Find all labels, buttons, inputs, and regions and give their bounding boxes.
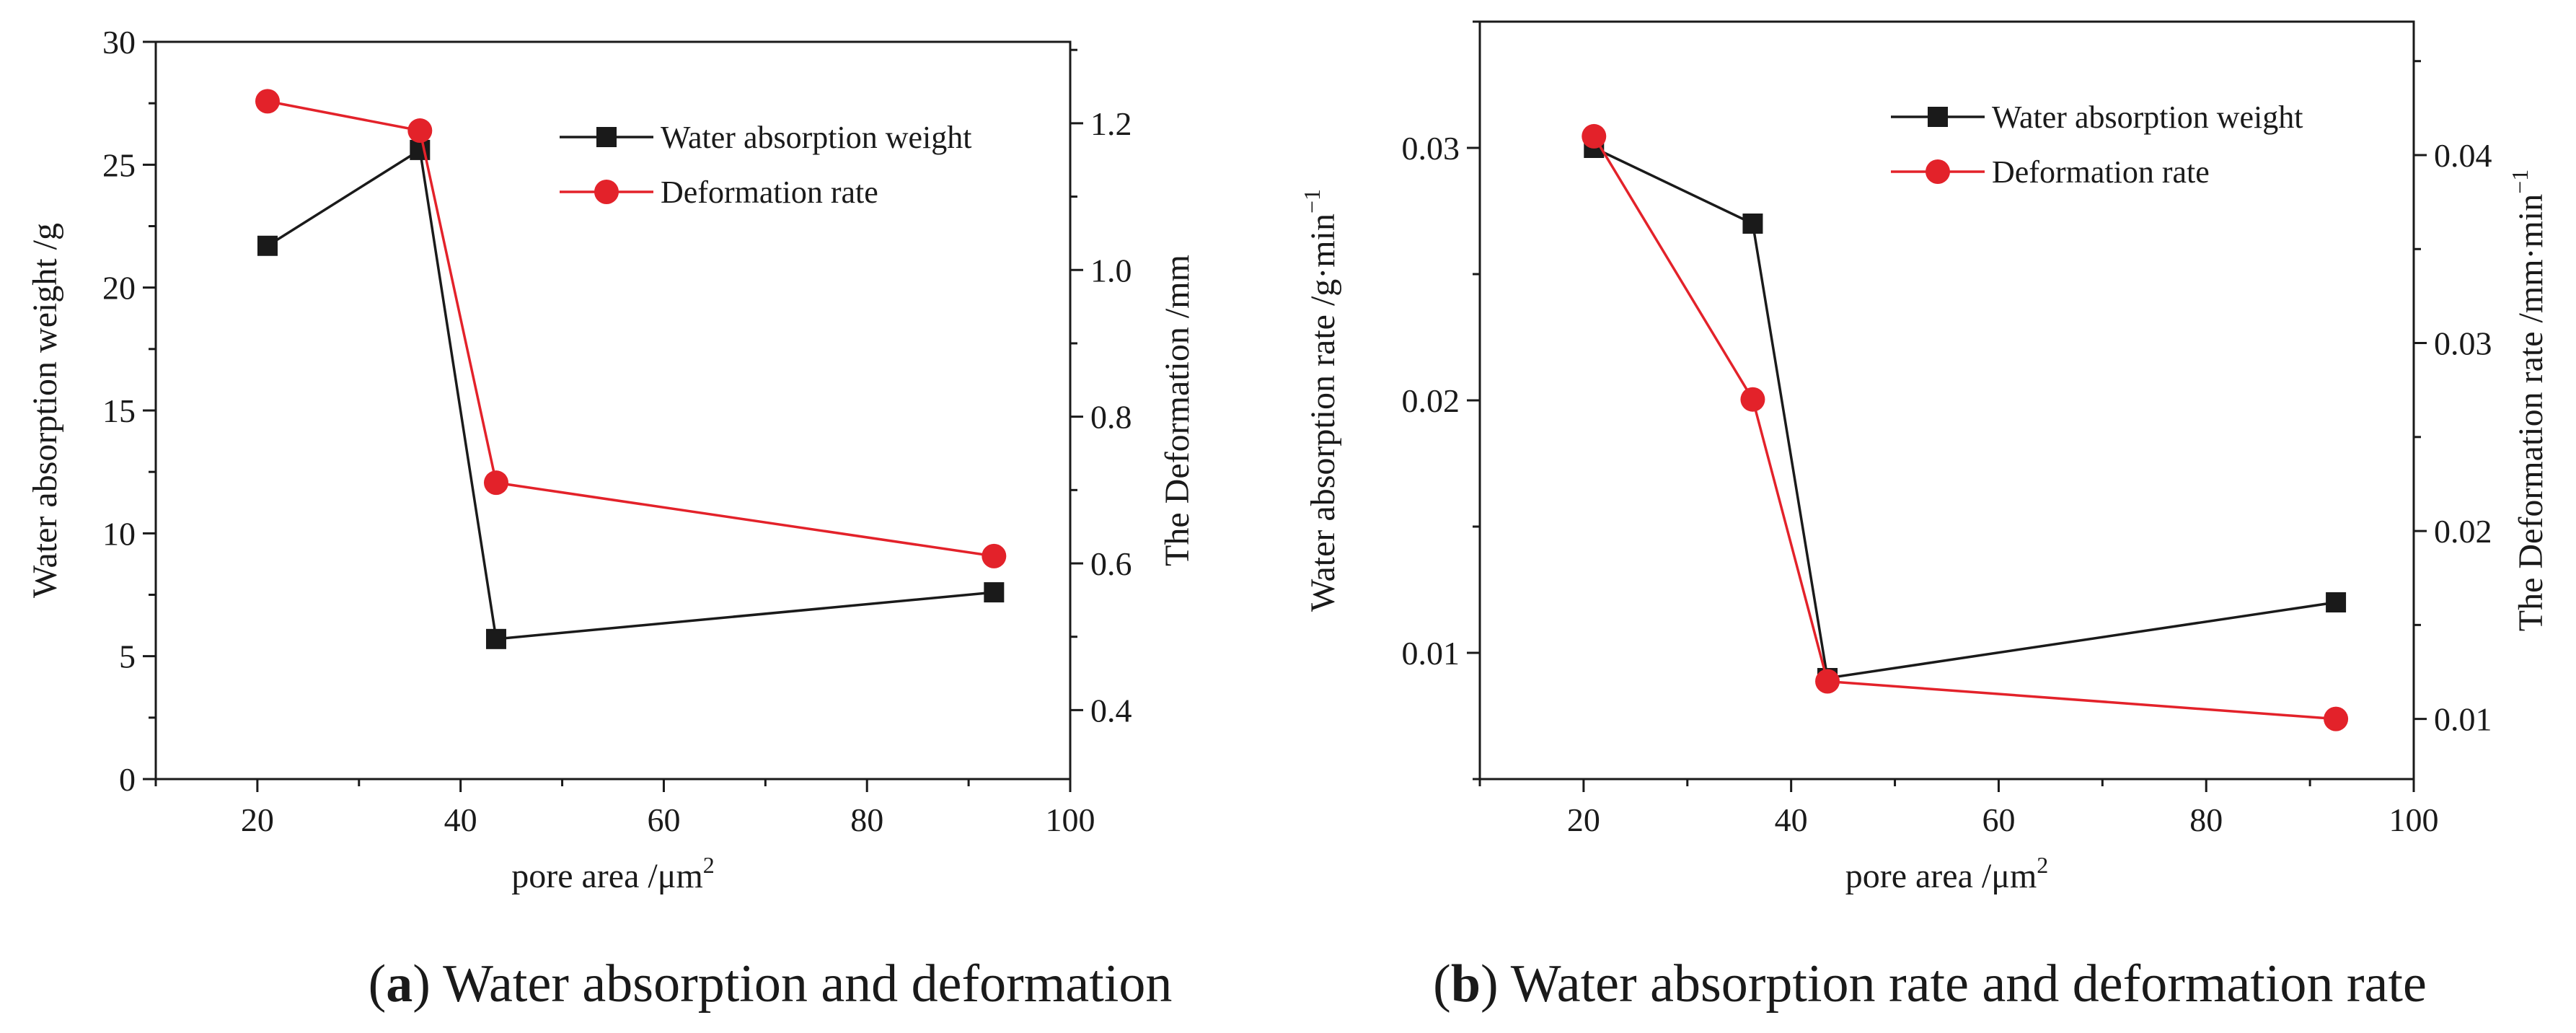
x-axis-title: pore area /μm2 — [511, 852, 715, 895]
chart-panel-b: 20 40 60 80 100 0.01 0.02 0.03 0.01 0.02 0.03 0.04 p… — [1299, 20, 2550, 1014]
x-tick-label: 100 — [2389, 801, 2439, 838]
y-right-axis-title: The Deformation /mm — [1158, 255, 1196, 566]
data-point-circle — [1815, 669, 1840, 694]
legend-label: Water absorption weight — [1992, 100, 2303, 135]
x-tick-label: 80 — [2189, 801, 2223, 838]
y-left-tick-label: 15 — [102, 392, 136, 429]
y-left-axis-title-text: Water absorption weight /g — [26, 223, 64, 598]
chart-panel-a: 20 40 60 80 100 0 5 10 15 20 25 30 0.4 0.6 0.8 1.0 1.2 po… — [26, 24, 1196, 1014]
data-point-square — [485, 628, 506, 649]
data-point-circle — [1740, 387, 1765, 412]
y-right-tick-label: 0.02 — [2434, 513, 2492, 550]
x-tick-label: 80 — [850, 801, 883, 838]
data-point-circle — [407, 118, 433, 144]
x-axis-title-sup: 2 — [703, 852, 715, 878]
x-tick-label: 60 — [1982, 801, 2015, 838]
legend-label: Deformation rate — [1992, 154, 2210, 190]
panel-caption: (b) Water absorption rate and deformatio… — [1433, 954, 2427, 1014]
y-left-tick-label: 5 — [119, 638, 136, 675]
caption-open: ( — [369, 954, 387, 1014]
data-point-circle — [483, 470, 508, 496]
series-line-0 — [1593, 146, 2337, 680]
x-tick-label: 20 — [1567, 801, 1600, 838]
caption-close: ) — [1481, 954, 1499, 1014]
y-right-axis-title-text: The Deformation rate /mm·min — [2512, 194, 2550, 631]
data-point-square — [984, 582, 1005, 603]
y-right-tick-label: 0.8 — [1090, 399, 1132, 436]
y-left-tick-label: 10 — [102, 515, 136, 552]
y-right-tick-label: 1.0 — [1090, 252, 1132, 289]
caption-text: Water absorption rate and deformation ra… — [1499, 954, 2427, 1014]
plot-frame — [1478, 20, 2415, 781]
legend-label: Deformation rate — [661, 175, 878, 210]
x-axis-title: pore area /μm2 — [1845, 852, 2049, 895]
data-point-square — [2326, 592, 2347, 612]
data-point-square — [1742, 214, 1763, 234]
y-left-tick-label: 0.01 — [1402, 635, 1460, 672]
caption-close: ) — [413, 954, 431, 1014]
data-point-square — [257, 235, 278, 256]
legend-label: Water absorption weight — [661, 120, 971, 155]
caption-text: Water absorption and deformation — [431, 954, 1172, 1014]
x-tick-label: 40 — [1775, 801, 1808, 838]
data-point-circle — [2324, 706, 2349, 731]
y-right-axis-title: The Deformation rate /mm·min−1 — [2507, 170, 2550, 632]
series-line-1 — [1592, 136, 2337, 721]
x-axis-title-text: pore area /μm — [1845, 857, 2037, 895]
y-left-axis-title: Water absorption rate /g·min−1 — [1299, 189, 1342, 612]
data-point-circle — [255, 89, 280, 114]
legend-marker-square — [1928, 107, 1948, 127]
y-left-axis-title-sup: −1 — [1299, 189, 1325, 214]
y-left-tick-label: 25 — [102, 146, 136, 183]
caption-open: ( — [1433, 954, 1451, 1014]
caption-letter: b — [1451, 954, 1481, 1014]
x-axis-title-sup: 2 — [2037, 852, 2048, 878]
y-left-tick-label: 20 — [102, 270, 136, 307]
y-right-tick-label: 0.04 — [2434, 137, 2492, 174]
y-right-axis-title-text: The Deformation /mm — [1158, 255, 1196, 566]
caption-letter: a — [386, 954, 413, 1014]
y-left-tick-label: 30 — [102, 24, 136, 61]
y-left-tick-label: 0.02 — [1402, 382, 1460, 419]
y-right-tick-label: 0.6 — [1090, 545, 1132, 582]
y-right-axis-title-sup: −1 — [2507, 170, 2533, 194]
data-point-square — [410, 139, 431, 160]
y-left-tick-label: 0.03 — [1402, 130, 1460, 167]
x-tick-label: 40 — [444, 801, 477, 838]
y-left-axis-title: Water absorption weight /g — [26, 223, 64, 598]
panel-caption: (a) Water absorption and deformation — [369, 954, 1173, 1014]
y-left-tick-label: 0 — [119, 761, 136, 798]
x-tick-label: 100 — [1046, 801, 1095, 838]
y-right-tick-label: 0.4 — [1090, 692, 1132, 729]
legend-marker-circle — [594, 180, 619, 204]
series-line-1 — [267, 100, 994, 558]
legend-marker-circle — [1926, 159, 1950, 184]
x-axis-title-text: pore area /μm — [511, 857, 703, 895]
y-left-axis-title-text: Water absorption rate /g·min — [1304, 214, 1342, 612]
y-right-tick-label: 1.2 — [1090, 105, 1132, 142]
y-right-tick-label: 0.03 — [2434, 325, 2492, 362]
data-point-circle — [1582, 123, 1607, 149]
x-tick-label: 20 — [241, 801, 274, 838]
data-point-circle — [982, 543, 1007, 568]
series-line-0 — [267, 147, 994, 641]
y-right-tick-label: 0.01 — [2434, 701, 2492, 738]
legend-marker-square — [596, 127, 617, 147]
x-tick-label: 60 — [647, 801, 680, 838]
